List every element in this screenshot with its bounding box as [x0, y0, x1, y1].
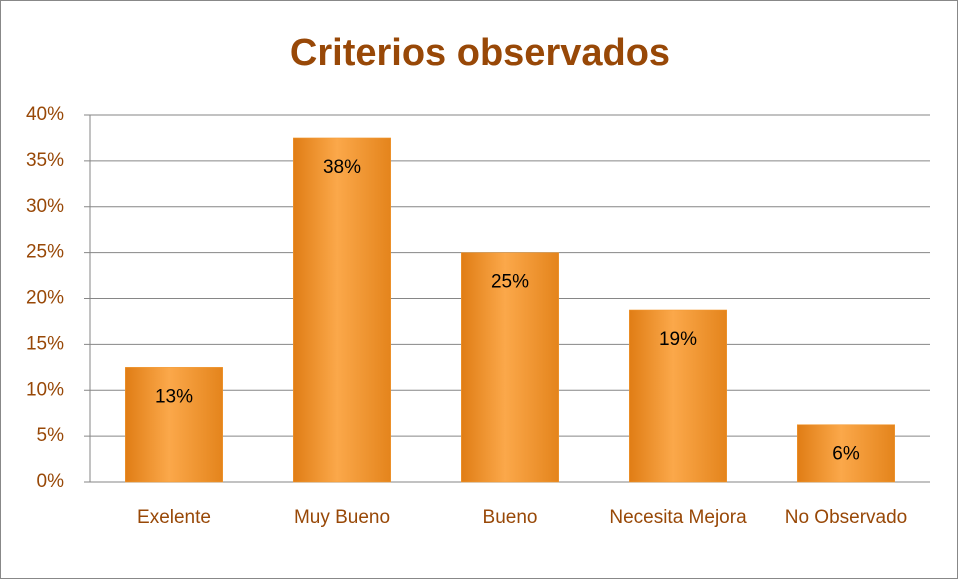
- chart-title: Criterios observados: [290, 32, 670, 74]
- y-tick-label: 30%: [26, 196, 64, 217]
- bar: [629, 309, 727, 483]
- y-tick-label: 25%: [26, 242, 64, 263]
- y-tick-label: 40%: [26, 104, 64, 125]
- x-tick-label: Muy Bueno: [294, 507, 390, 528]
- y-tick-label: 5%: [37, 425, 65, 446]
- data-label: 6%: [832, 444, 860, 465]
- x-tick-label: Exelente: [137, 507, 211, 528]
- y-tick-label: 15%: [26, 333, 64, 354]
- bar: [293, 137, 391, 483]
- bar: [125, 367, 223, 483]
- x-tick-label: Necesita Mejora: [609, 507, 747, 528]
- y-tick-label: 20%: [26, 288, 64, 309]
- data-label: 13%: [155, 386, 193, 407]
- data-label: 38%: [323, 157, 361, 178]
- y-tick-label: 0%: [37, 471, 65, 492]
- data-label: 19%: [659, 329, 697, 350]
- x-tick-label: Bueno: [483, 507, 538, 528]
- x-tick-label: No Observado: [785, 507, 908, 528]
- bar: [797, 424, 895, 483]
- y-tick-label: 10%: [26, 379, 64, 400]
- data-label: 25%: [491, 272, 529, 293]
- y-tick-label: 35%: [26, 150, 64, 171]
- bar: [461, 252, 559, 483]
